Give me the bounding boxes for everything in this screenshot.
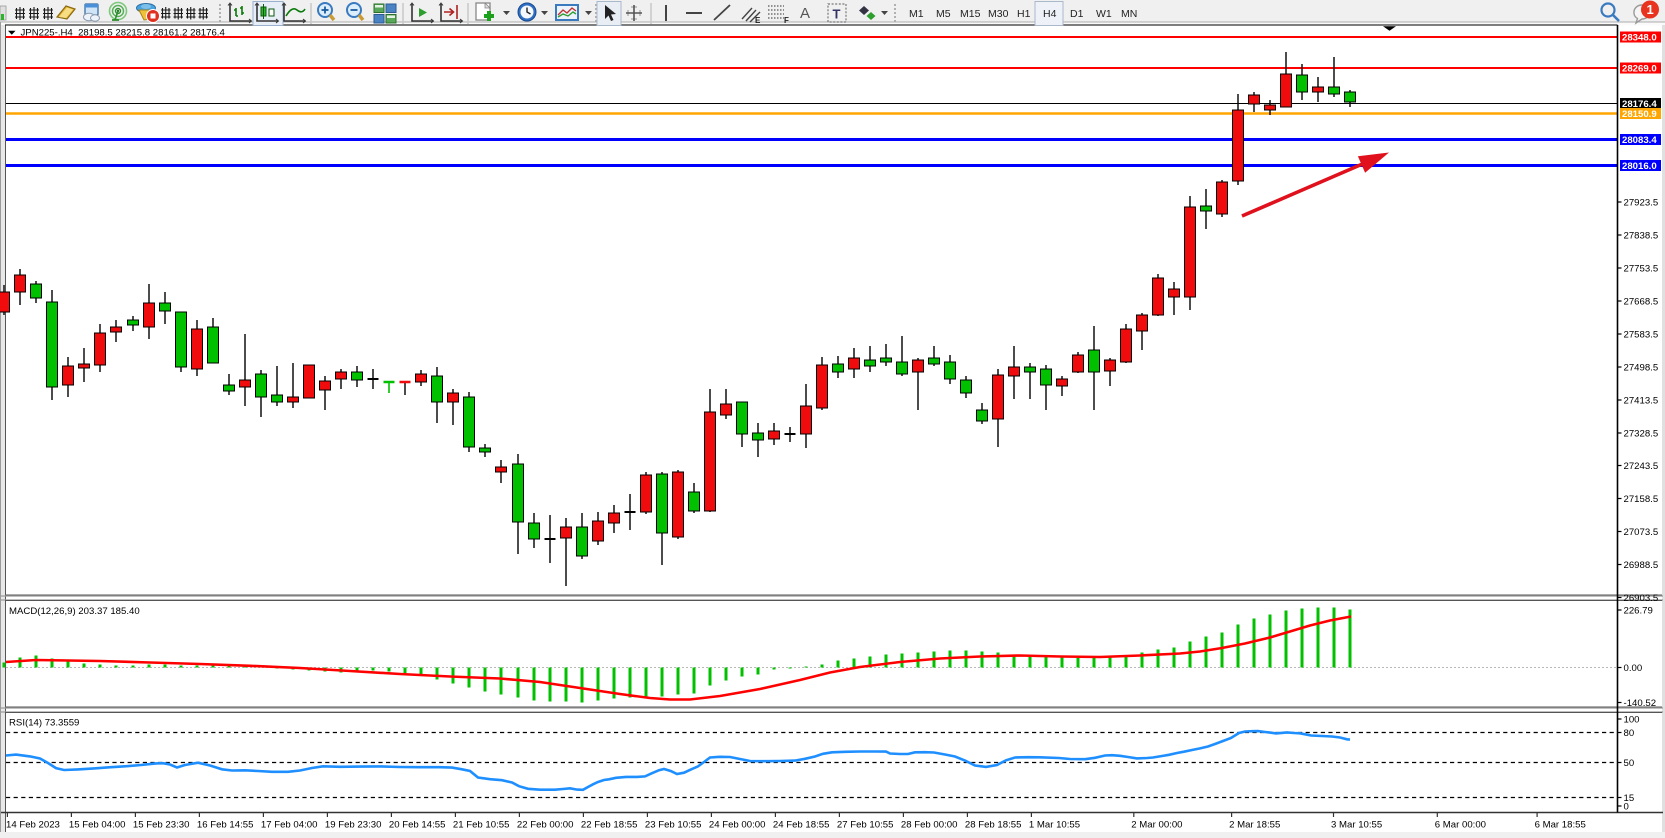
svg-text:-140.52: -140.52 <box>1624 698 1657 709</box>
svg-text:1: 1 <box>1647 2 1654 17</box>
svg-text:19 Feb 23:30: 19 Feb 23:30 <box>325 820 382 831</box>
svg-text:21 Feb 10:55: 21 Feb 10:55 <box>453 820 510 831</box>
svg-text:W1: W1 <box>1096 8 1112 20</box>
svg-text:27923.5: 27923.5 <box>1624 198 1659 209</box>
svg-text:50: 50 <box>1624 758 1635 769</box>
svg-text:27583.5: 27583.5 <box>1624 330 1659 341</box>
svg-text:M30: M30 <box>988 8 1009 20</box>
svg-text:20 Feb 14:55: 20 Feb 14:55 <box>389 820 446 831</box>
svg-text:27413.5: 27413.5 <box>1624 396 1659 407</box>
svg-text:28 Feb 00:00: 28 Feb 00:00 <box>901 820 958 831</box>
svg-text:27668.5: 27668.5 <box>1624 297 1659 308</box>
svg-text:27073.5: 27073.5 <box>1624 527 1659 538</box>
svg-text:15 Feb 04:00: 15 Feb 04:00 <box>69 820 126 831</box>
svg-text:27243.5: 27243.5 <box>1624 461 1659 472</box>
svg-text:27838.5: 27838.5 <box>1624 231 1659 242</box>
svg-text:26988.5: 26988.5 <box>1624 560 1659 571</box>
svg-text:H1: H1 <box>1017 8 1031 20</box>
svg-text:F: F <box>784 16 789 25</box>
svg-text:17 Feb 04:00: 17 Feb 04:00 <box>261 820 318 831</box>
svg-text:226.79: 226.79 <box>1624 606 1653 617</box>
svg-text:80: 80 <box>1624 728 1635 739</box>
svg-text:24 Feb 18:55: 24 Feb 18:55 <box>773 820 830 831</box>
svg-text:27 Feb 10:55: 27 Feb 10:55 <box>837 820 894 831</box>
svg-text:24 Feb 00:00: 24 Feb 00:00 <box>709 820 766 831</box>
svg-text:2 Mar 18:55: 2 Mar 18:55 <box>1229 820 1280 831</box>
svg-text:M1: M1 <box>909 8 924 20</box>
svg-text:26903.5: 26903.5 <box>1624 593 1659 604</box>
svg-text:6 Mar 18:55: 6 Mar 18:55 <box>1535 820 1586 831</box>
svg-text:15: 15 <box>1624 793 1635 804</box>
svg-text:28016.0: 28016.0 <box>1622 161 1657 172</box>
svg-text:27498.5: 27498.5 <box>1624 363 1659 374</box>
svg-text:14 Feb 2023: 14 Feb 2023 <box>6 820 60 831</box>
svg-text:A: A <box>800 5 810 22</box>
svg-text:27753.5: 27753.5 <box>1624 264 1659 275</box>
svg-text:M15: M15 <box>960 8 981 20</box>
svg-text:6 Mar 00:00: 6 Mar 00:00 <box>1435 820 1486 831</box>
svg-text:100: 100 <box>1624 715 1640 726</box>
svg-text:JPN225-.H4 28198.5 28215.8 28: JPN225-.H4 28198.5 28215.8 28161.2 28176… <box>21 28 226 39</box>
svg-text:D1: D1 <box>1070 8 1084 20</box>
svg-text:28083.4: 28083.4 <box>1622 135 1657 146</box>
svg-text:MACD(12,26,9) 203.37 185.40: MACD(12,26,9) 203.37 185.40 <box>9 606 140 617</box>
svg-text:28 Feb 18:55: 28 Feb 18:55 <box>965 820 1022 831</box>
svg-text:MN: MN <box>1121 8 1137 20</box>
svg-text:M5: M5 <box>936 8 951 20</box>
svg-text:3 Mar 10:55: 3 Mar 10:55 <box>1331 820 1382 831</box>
svg-text:27328.5: 27328.5 <box>1624 429 1659 440</box>
svg-text:28348.0: 28348.0 <box>1622 33 1657 44</box>
svg-text:27158.5: 27158.5 <box>1624 494 1659 505</box>
svg-text:0: 0 <box>1624 802 1629 813</box>
svg-text:23 Feb 10:55: 23 Feb 10:55 <box>645 820 702 831</box>
svg-text:0.00: 0.00 <box>1624 663 1643 674</box>
svg-text:16 Feb 14:55: 16 Feb 14:55 <box>197 820 254 831</box>
svg-text:22 Feb 18:55: 22 Feb 18:55 <box>581 820 638 831</box>
svg-text:1 Mar 10:55: 1 Mar 10:55 <box>1029 820 1080 831</box>
svg-text:28269.0: 28269.0 <box>1622 64 1657 75</box>
svg-text:H4: H4 <box>1043 8 1057 20</box>
svg-text:15 Feb 23:30: 15 Feb 23:30 <box>133 820 190 831</box>
svg-text:28176.4: 28176.4 <box>1622 99 1657 110</box>
svg-text:22 Feb 00:00: 22 Feb 00:00 <box>517 820 574 831</box>
svg-text:28150.9: 28150.9 <box>1622 109 1657 120</box>
svg-text:RSI(14) 73.3559: RSI(14) 73.3559 <box>9 718 79 729</box>
svg-text:E: E <box>755 16 761 25</box>
svg-text:T: T <box>833 7 841 22</box>
svg-text:2 Mar 00:00: 2 Mar 00:00 <box>1131 820 1182 831</box>
